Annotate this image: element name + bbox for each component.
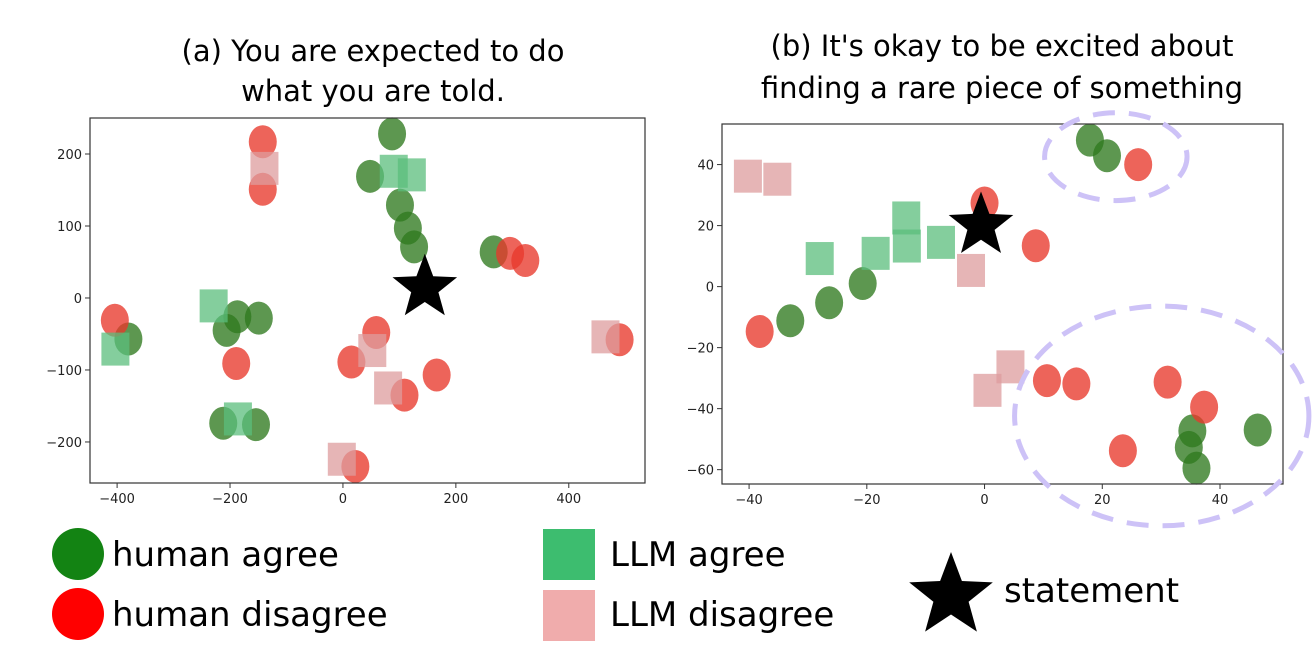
- y-tick-label: −60: [687, 464, 714, 479]
- llm-agree-point: [101, 332, 130, 366]
- llm-disagree-point: [973, 373, 1002, 407]
- llm-agree-point: [926, 225, 955, 259]
- llm-disagree-point: [250, 151, 279, 185]
- statement-point: [392, 253, 458, 316]
- subplot-a-title-line-1: (a) You are expected to do: [182, 34, 565, 68]
- x-tick-label: −400: [99, 492, 135, 507]
- x-tick-label: 200: [443, 492, 468, 507]
- y-tick-label: −20: [687, 342, 714, 357]
- legend-marker-llm-agree: [543, 529, 595, 580]
- x-tick-label: −40: [735, 493, 762, 508]
- y-tick-label: 0: [74, 292, 82, 307]
- human-disagree-point: [1108, 434, 1137, 468]
- human-disagree-point: [1021, 229, 1050, 263]
- llm-disagree-point: [591, 320, 620, 354]
- human-agree-point: [848, 267, 877, 301]
- llm-agree-point: [397, 158, 426, 192]
- x-tick-label: 0: [339, 492, 347, 507]
- human-agree-point: [1182, 451, 1211, 485]
- llm-agree-point: [199, 289, 228, 323]
- x-tick-label: 20: [1094, 493, 1111, 508]
- human-agree-point: [244, 301, 273, 335]
- axes-frame: [89, 117, 646, 484]
- subplot-a-title-line-2: what you are told.: [241, 74, 505, 108]
- legend-marker-statement: [909, 552, 993, 632]
- subplot-b: (b) It's okay to be excited about findin…: [687, 29, 1312, 529]
- human-agree-point: [356, 159, 385, 193]
- y-tick-label: −100: [46, 364, 82, 379]
- points: [100, 117, 634, 483]
- llm-agree-point: [805, 242, 834, 276]
- legend-label-llm-disagree: LLM disagree: [610, 595, 834, 635]
- human-agree-point: [1092, 139, 1121, 173]
- human-disagree-point: [1153, 365, 1182, 399]
- human-disagree-point: [1062, 367, 1091, 401]
- legend-marker-human-disagree: [52, 588, 104, 640]
- y-tick-label: 0: [706, 281, 714, 296]
- llm-disagree-point: [957, 253, 986, 287]
- human-disagree-point: [511, 244, 540, 278]
- annotation-ellipse: [1012, 303, 1312, 529]
- legend-label-human-disagree: human disagree: [112, 595, 388, 635]
- llm-agree-point: [892, 229, 921, 263]
- y-tick-label: −200: [46, 436, 82, 451]
- statement-point: [948, 191, 1014, 253]
- human-agree-point: [378, 117, 407, 151]
- subplot-b-title-line-2: finding a rare piece of something: [761, 71, 1243, 105]
- human-disagree-point: [248, 125, 277, 159]
- human-disagree-point: [745, 314, 774, 348]
- x-tick-label: 400: [556, 492, 581, 507]
- llm-disagree-point: [358, 334, 387, 368]
- legend-marker-llm-disagree: [543, 590, 595, 641]
- human-agree-point: [400, 230, 429, 264]
- axes-frame: [721, 123, 1284, 485]
- human-disagree-point: [422, 358, 451, 392]
- human-disagree-point: [1190, 390, 1219, 424]
- human-agree-point: [1243, 413, 1272, 447]
- legend: human agree human disagree LLM agree LLM…: [52, 528, 1179, 641]
- human-disagree-point: [1032, 364, 1061, 398]
- x-tick-label: −20: [853, 493, 880, 508]
- llm-agree-point: [892, 201, 921, 235]
- llm-disagree-point: [374, 371, 403, 405]
- human-agree-point: [776, 304, 805, 338]
- legend-label-statement: statement: [1004, 571, 1179, 611]
- y-tick-label: 100: [57, 220, 82, 235]
- llm-agree-point: [861, 236, 890, 270]
- y-tick-label: 40: [697, 159, 714, 174]
- llm-agree-point: [223, 402, 252, 436]
- human-disagree-point: [222, 346, 251, 380]
- legend-label-llm-agree: LLM agree: [610, 535, 786, 575]
- x-tick-label: −200: [212, 492, 248, 507]
- x-tick-label: 0: [980, 493, 988, 508]
- y-tick-label: −40: [687, 403, 714, 418]
- legend-label-human-agree: human agree: [112, 535, 339, 575]
- points: [733, 123, 1272, 485]
- llm-disagree-point: [327, 442, 356, 476]
- llm-disagree-point: [733, 159, 762, 193]
- subplot-b-title-line-1: (b) It's okay to be excited about: [771, 29, 1234, 63]
- human-disagree-point: [1124, 148, 1153, 182]
- human-agree-point: [815, 286, 844, 320]
- llm-disagree-point: [763, 162, 792, 196]
- subplot-a: (a) You are expected to do what you are …: [46, 34, 646, 507]
- human-disagree-point: [100, 303, 129, 337]
- y-tick-label: 200: [57, 148, 82, 163]
- x-tick-label: 40: [1212, 493, 1229, 508]
- y-tick-label: 20: [697, 220, 714, 235]
- legend-marker-human-agree: [52, 528, 104, 580]
- annotation-ellipse: [1042, 110, 1190, 204]
